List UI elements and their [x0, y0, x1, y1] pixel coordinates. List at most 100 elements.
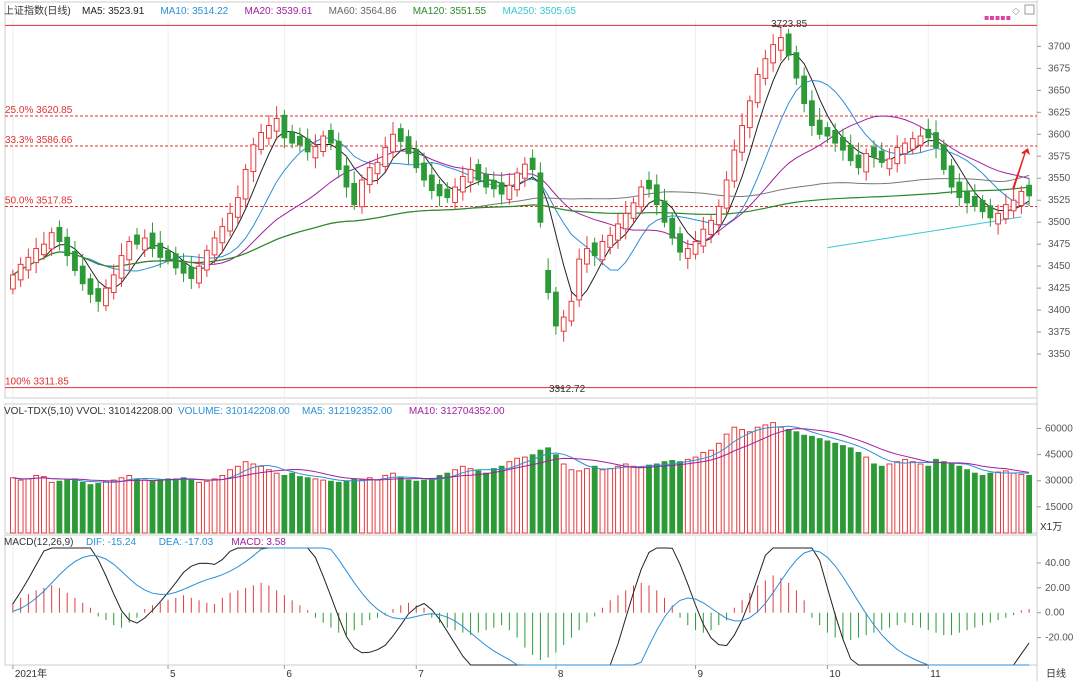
legend-item: MA60: 3564.86: [329, 6, 397, 17]
candle-body: [483, 173, 489, 188]
volume-bar: [17, 479, 24, 534]
candle-body: [95, 288, 102, 302]
candle-body: [242, 168, 249, 200]
candle-body: [87, 278, 94, 295]
candle-body: [1026, 184, 1033, 197]
diamond-icon[interactable]: ◇: [1012, 6, 1020, 17]
volume-bar: [483, 472, 489, 534]
volume-bar: [878, 465, 885, 534]
candle-body: [211, 237, 218, 256]
volume-bar: [956, 465, 963, 534]
candle-body: [103, 287, 109, 307]
candle-body: [64, 236, 71, 257]
high-label: 3723.85: [771, 19, 808, 30]
volume-bar: [211, 478, 218, 534]
volume-bar: [723, 433, 730, 534]
candle-body: [746, 100, 753, 129]
volume-bar: [328, 480, 334, 534]
volume-bar: [459, 465, 466, 534]
volume-bar: [979, 475, 986, 534]
candle-body: [397, 128, 404, 142]
candle-body: [41, 243, 47, 256]
candle-body: [933, 132, 939, 148]
volume-bar: [405, 479, 412, 534]
legend-item: MA20: 3539.61: [245, 6, 313, 17]
volume-bar: [886, 463, 893, 534]
maximize-icon[interactable]: [1024, 4, 1035, 15]
price-tick-label: 3500: [1048, 217, 1071, 228]
volume-bar: [273, 472, 280, 534]
candle-body: [739, 124, 745, 153]
volume-bar: [141, 479, 148, 534]
candle-body: [599, 241, 606, 261]
legend-item: MA5: 312192352.00: [302, 406, 393, 417]
chart-title: 上证指数(日线): [4, 4, 71, 17]
price-tick-label: 3450: [1048, 261, 1071, 272]
volume-bar: [940, 461, 947, 534]
volume-bar: [537, 449, 544, 534]
x-tick-label: 9: [698, 669, 704, 680]
candle-body: [622, 212, 629, 230]
candle-body: [840, 136, 846, 151]
volume-bar: [568, 469, 575, 534]
volume-bar: [801, 434, 808, 534]
volume-bar: [615, 465, 621, 534]
volume-bar: [971, 472, 978, 534]
candle-body: [607, 234, 614, 248]
candle-body: [265, 124, 272, 139]
volume-bar: [1018, 473, 1025, 534]
volume-bar: [265, 469, 272, 534]
candle-body: [964, 191, 970, 204]
x-tick-label: 5: [170, 669, 176, 680]
volume-bar: [847, 447, 854, 534]
volume-bar: [87, 484, 94, 534]
legend-item: DEA: -17.03: [159, 537, 214, 548]
candle-body: [894, 146, 901, 165]
volume-bar: [770, 422, 777, 534]
fib-label: 25.0% 3620.85: [5, 105, 73, 116]
candle-body: [917, 135, 924, 146]
volume-bar: [506, 461, 513, 534]
volume-bar: [591, 465, 598, 534]
price-tick-label: 3525: [1048, 195, 1071, 206]
volume-bar: [638, 466, 645, 534]
volume-bar: [413, 480, 420, 534]
volume-bar: [444, 472, 451, 534]
candle-body: [568, 300, 575, 322]
candle-body: [529, 157, 536, 170]
volume-bar: [343, 480, 350, 534]
ma20-line: [12, 115, 1030, 276]
candle-body: [816, 119, 823, 135]
candle-body: [281, 114, 288, 139]
volume-ma5-line: [12, 425, 1030, 483]
volume-bar: [785, 429, 792, 534]
legend-item: MA5: 3523.91: [82, 6, 145, 17]
volume-bar: [987, 472, 994, 534]
candle-body: [203, 249, 210, 271]
legend-item: DIF: -15.24: [86, 537, 136, 548]
volume-bar: [390, 472, 396, 534]
volume-bar: [529, 454, 536, 534]
candle-body: [591, 242, 598, 257]
volume-bar: [777, 426, 784, 534]
volume-bar: [250, 463, 257, 534]
volume-bar: [335, 481, 342, 534]
volume-bar: [514, 457, 521, 534]
volume-bar: [95, 483, 102, 534]
volume-bar: [382, 475, 389, 534]
volume-bar: [1002, 470, 1009, 534]
candle-body: [366, 167, 373, 186]
candle-body: [56, 226, 63, 243]
candle-body: [715, 205, 722, 226]
candle-body: [1002, 204, 1009, 220]
fib-label: 50.0% 3517.85: [5, 195, 73, 206]
candle-body: [700, 228, 707, 247]
volume-bar: [48, 481, 55, 534]
candle-body: [902, 142, 908, 155]
candle-body: [359, 179, 365, 208]
volume-bar: [871, 463, 877, 534]
volume-bar: [521, 456, 528, 534]
volume-bar: [374, 479, 381, 534]
x-tick-label: 7: [418, 669, 424, 680]
